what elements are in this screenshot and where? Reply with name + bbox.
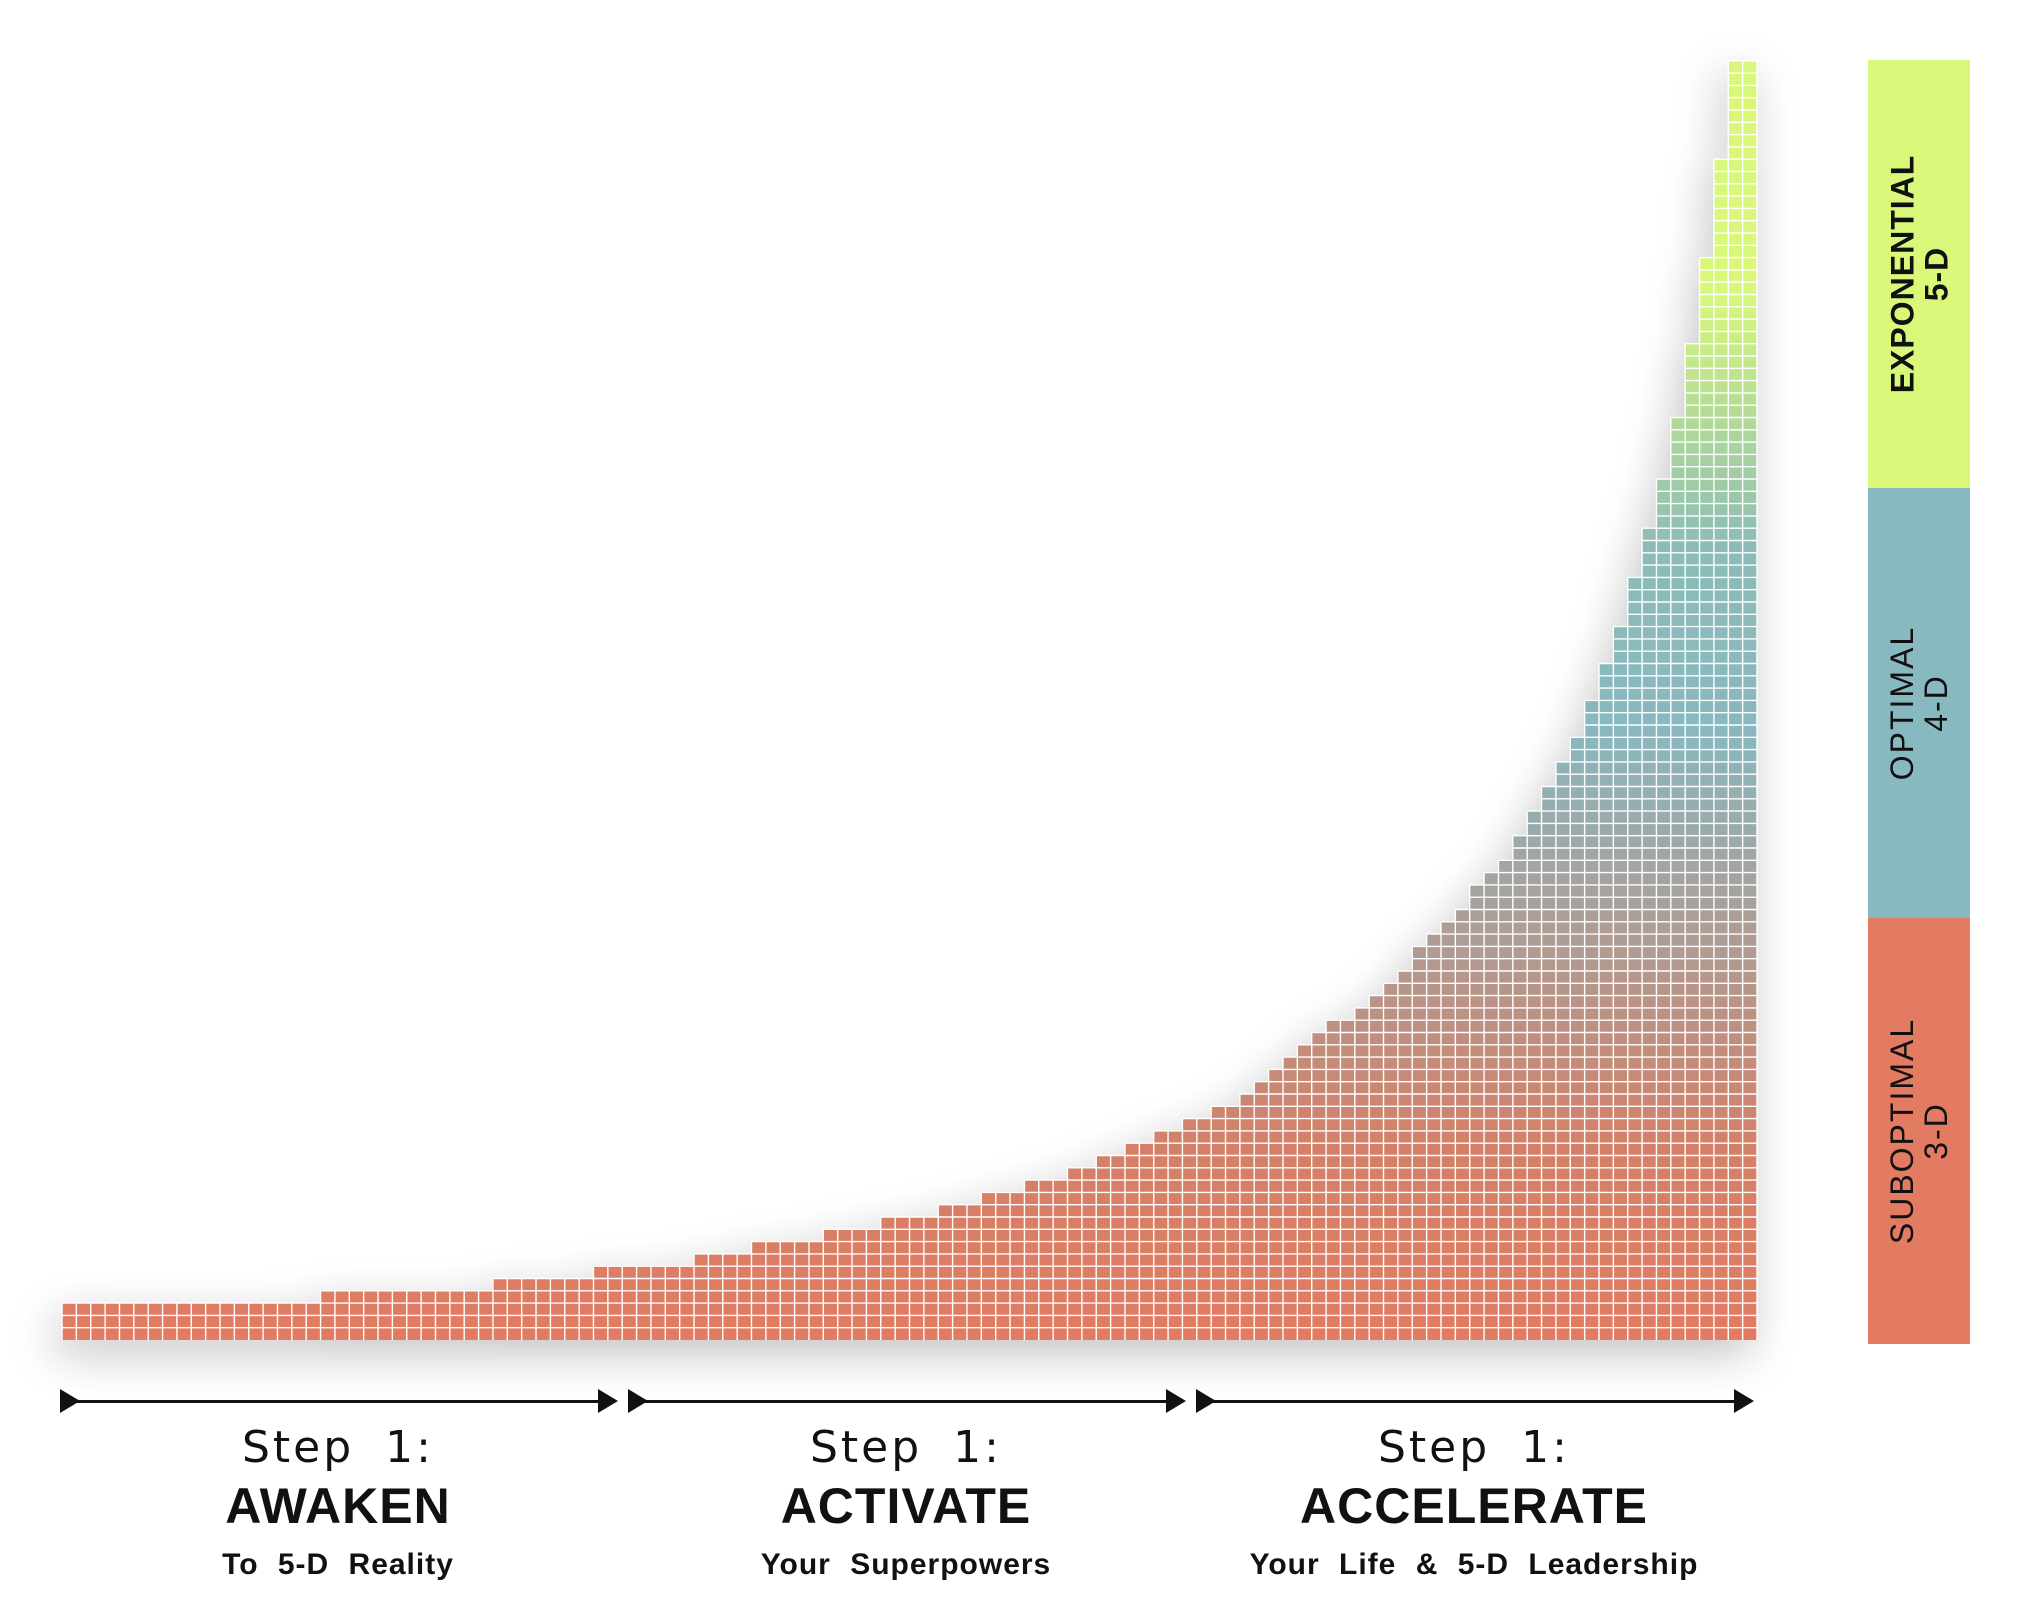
curve-column bbox=[550, 1278, 566, 1340]
curve-column bbox=[248, 1303, 264, 1340]
band-optimal-title: OPTIMAL bbox=[1884, 625, 1920, 781]
curve-column bbox=[694, 1253, 709, 1340]
curve-column bbox=[62, 1303, 77, 1340]
curve-column bbox=[1670, 417, 1686, 1340]
curve-column bbox=[708, 1253, 724, 1340]
curve-column bbox=[1598, 663, 1614, 1340]
curve-column bbox=[119, 1303, 135, 1340]
curve-column bbox=[952, 1204, 968, 1340]
band-optimal: OPTIMAL 4-D bbox=[1868, 488, 1970, 918]
curve-column bbox=[1053, 1180, 1068, 1340]
arrow-3-line bbox=[1202, 1400, 1740, 1403]
band-optimal-level: 4-D bbox=[1918, 674, 1954, 732]
arrow-1-end-icon bbox=[598, 1389, 618, 1413]
arrow-3-end-icon bbox=[1734, 1389, 1754, 1413]
curve-column bbox=[1527, 811, 1542, 1340]
step-activate-subtitle: Your Superpowers bbox=[760, 1548, 1052, 1581]
step-awaken-subtitle: To 5-D Reality bbox=[222, 1548, 454, 1581]
curve-column bbox=[1512, 835, 1528, 1340]
step-accelerate-subtitle: Your Life & 5-D Leadership bbox=[1249, 1548, 1699, 1581]
curve-column bbox=[722, 1253, 738, 1340]
curve-bars bbox=[62, 60, 1758, 1341]
curve-column bbox=[234, 1303, 250, 1340]
step-awaken-title: AWAKEN bbox=[225, 1478, 451, 1534]
curve-column bbox=[852, 1229, 867, 1340]
curve-cell-grid bbox=[61, 60, 1758, 1340]
curve-column bbox=[1225, 1106, 1241, 1340]
curve-column bbox=[966, 1204, 982, 1340]
curve-column bbox=[1354, 1007, 1370, 1340]
step-accelerate-title: ACCELERATE bbox=[1300, 1478, 1648, 1534]
band-suboptimal-label: SUBOPTIMAL 3-D bbox=[1884, 1017, 1955, 1245]
step-activate-title: ACTIVATE bbox=[780, 1478, 1032, 1534]
curve-column bbox=[1282, 1057, 1298, 1340]
curve-column bbox=[938, 1204, 953, 1340]
curve-column bbox=[1153, 1130, 1169, 1340]
curve-column bbox=[737, 1253, 752, 1340]
band-suboptimal-level: 3-D bbox=[1918, 1102, 1955, 1160]
band-exponential-label: EXPONENTIAL 5-D bbox=[1884, 154, 1955, 394]
curve-column bbox=[1570, 737, 1585, 1340]
curve-column bbox=[579, 1278, 594, 1340]
curve-column bbox=[1469, 884, 1485, 1340]
step-activate: Step 1: ACTIVATE Your Superpowers bbox=[626, 1420, 1186, 1584]
curve-column bbox=[263, 1303, 278, 1340]
curve-column bbox=[1541, 786, 1557, 1340]
band-suboptimal-title: SUBOPTIMAL bbox=[1884, 1017, 1921, 1245]
curve-column bbox=[90, 1303, 106, 1340]
curve-column bbox=[133, 1303, 149, 1340]
curve-column bbox=[1498, 860, 1514, 1340]
curve-column bbox=[1383, 983, 1399, 1340]
curve-column bbox=[1555, 761, 1571, 1340]
arrow-1-line bbox=[66, 1400, 604, 1403]
band-exponential-title: EXPONENTIAL bbox=[1884, 154, 1921, 394]
band-optimal-label: OPTIMAL 4-D bbox=[1884, 625, 1954, 781]
curve-column bbox=[306, 1303, 321, 1340]
step-accelerate: Step 1: ACCELERATE Your Life & 5-D Leade… bbox=[1194, 1420, 1754, 1584]
step-activate-kicker: Step 1: bbox=[810, 1422, 1002, 1473]
curve-column bbox=[291, 1303, 307, 1340]
curve-column bbox=[1096, 1155, 1111, 1340]
curve-column bbox=[837, 1229, 853, 1340]
curve-column bbox=[105, 1303, 120, 1340]
curve-column bbox=[1685, 343, 1700, 1340]
curve-column bbox=[823, 1229, 838, 1340]
curve-column bbox=[205, 1303, 221, 1340]
curve-column bbox=[1311, 1032, 1327, 1340]
curve-column bbox=[277, 1303, 293, 1340]
curve-column bbox=[1168, 1130, 1183, 1340]
curve-column bbox=[866, 1229, 882, 1340]
curve-column bbox=[1426, 934, 1442, 1340]
band-suboptimal: SUBOPTIMAL 3-D bbox=[1868, 918, 1970, 1344]
curve-column bbox=[162, 1303, 178, 1340]
step-awaken: Step 1: AWAKEN To 5-D Reality bbox=[58, 1420, 618, 1584]
arrow-2-end-icon bbox=[1166, 1389, 1186, 1413]
arrow-2-line bbox=[634, 1400, 1172, 1403]
step-awaken-kicker: Step 1: bbox=[242, 1422, 434, 1473]
band-exponential-level: 5-D bbox=[1918, 246, 1955, 302]
curve-column bbox=[564, 1278, 580, 1340]
curve-column bbox=[1254, 1081, 1269, 1340]
curve-column bbox=[76, 1303, 92, 1340]
curve-column bbox=[1038, 1180, 1054, 1340]
curve-column bbox=[492, 1278, 508, 1340]
curve-column bbox=[1455, 909, 1471, 1340]
curve-column bbox=[521, 1278, 537, 1340]
curve-column bbox=[536, 1278, 551, 1340]
band-exponential: EXPONENTIAL 5-D bbox=[1868, 60, 1970, 488]
step-accelerate-kicker: Step 1: bbox=[1378, 1422, 1570, 1473]
curve-column bbox=[1110, 1155, 1126, 1340]
curve-column bbox=[191, 1303, 206, 1340]
curve-column bbox=[1211, 1106, 1226, 1340]
curve-column bbox=[176, 1303, 192, 1340]
curve-column bbox=[1024, 1180, 1040, 1340]
curve-column bbox=[507, 1278, 522, 1340]
curve-column bbox=[148, 1303, 163, 1340]
curve-column bbox=[220, 1303, 235, 1340]
